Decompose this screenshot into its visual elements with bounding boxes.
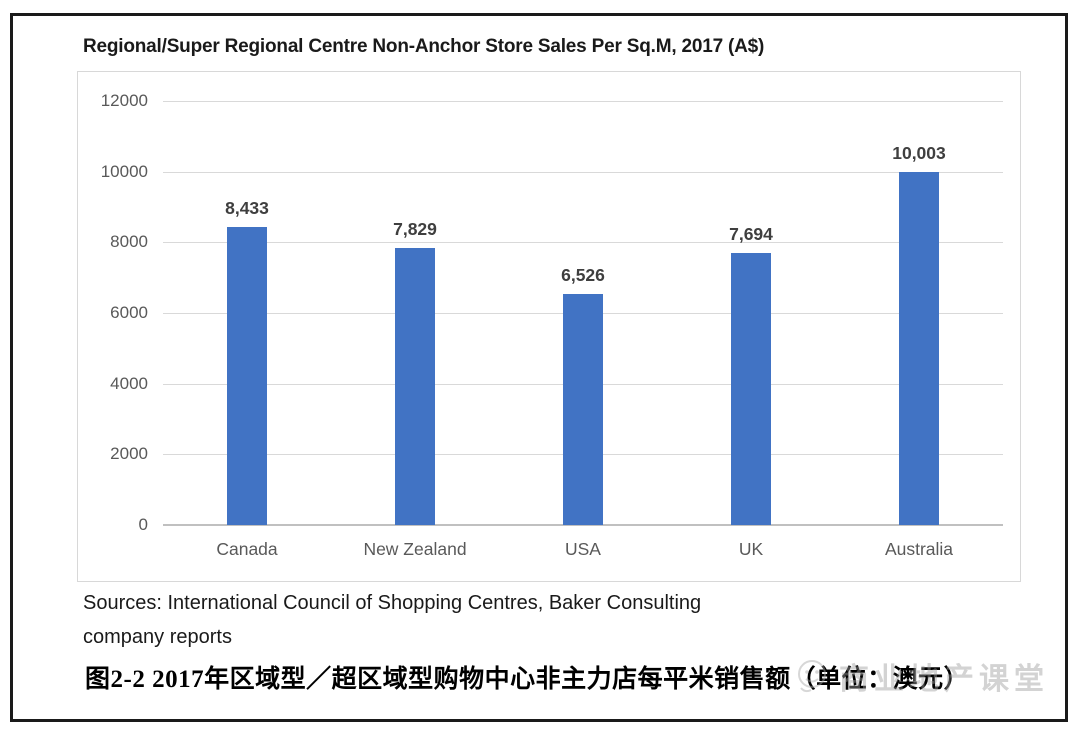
- y-tick-label-6000: 6000: [110, 303, 148, 322]
- y-tick-label-4000: 4000: [110, 373, 148, 393]
- bar-usa: [563, 294, 603, 525]
- y-tick-label-12000: 12000: [100, 91, 148, 110]
- x-tick-label-canada: Canada: [216, 539, 278, 559]
- bar-chart: 0 2000 4000 6000 8000 10000 12000 8,433 7,829 6,…: [77, 71, 1021, 582]
- gridline-8000: [163, 242, 1003, 244]
- data-label-usa: 6,526: [561, 265, 605, 285]
- x-tick-label-australia: Australia: [884, 539, 954, 559]
- plot-area: 8,433 7,829 6,526 7,694 10,003: [163, 101, 1003, 526]
- data-label-new-zealand: 7,829: [393, 219, 437, 239]
- bar-australia: [899, 172, 939, 525]
- figure-caption: 图2-2 2017年区域型／超区域型购物中心非主力店每平米销售额（单位：澳元）: [85, 666, 970, 693]
- y-tick-label-2000: 2000: [110, 444, 148, 464]
- x-tick-label-usa: USA: [565, 539, 601, 559]
- gridline-12000: [163, 101, 1003, 102]
- data-label-canada: 8,433: [225, 198, 269, 218]
- x-tick-label-new-zealand: New Zealand: [363, 539, 467, 559]
- gridline-10000: [163, 171, 1003, 173]
- bar-canada: [227, 227, 267, 525]
- y-tick-label-8000: 8000: [110, 232, 148, 252]
- y-tick-label-0: 0: [138, 515, 148, 534]
- bar-uk: [731, 253, 771, 525]
- bar-new-zealand: [395, 248, 435, 525]
- chart-title: Regional/Super Regional Centre Non-Ancho…: [83, 36, 765, 57]
- y-tick-label-10000: 10000: [100, 161, 148, 181]
- source-note: Sources: International Council of Shoppi…: [83, 592, 702, 648]
- y-axis: 0 2000 4000 6000 8000 10000 12000: [78, 91, 148, 534]
- gridline-0: [163, 524, 1003, 526]
- figure-frame: Regional/Super Regional Centre Non-Ancho…: [10, 13, 1068, 722]
- data-label-australia: 10,003: [892, 143, 946, 163]
- x-tick-label-uk: UK: [738, 539, 764, 559]
- data-label-uk: 7,694: [729, 224, 773, 244]
- x-axis: Canada New Zealand USA UK Australia: [163, 539, 1003, 569]
